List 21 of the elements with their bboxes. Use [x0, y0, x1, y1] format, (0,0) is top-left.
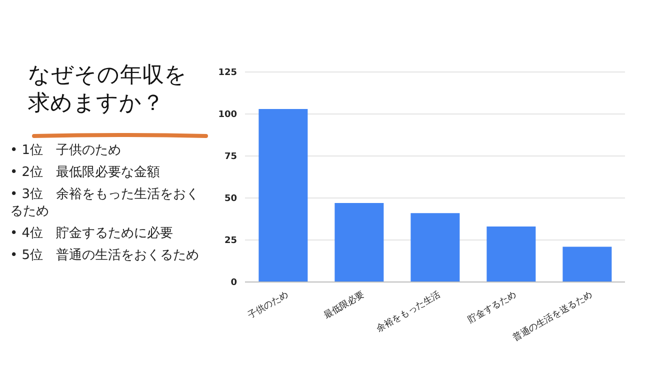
bar: [258, 108, 308, 282]
y-tick-label: 25: [224, 236, 237, 246]
x-tick-label: 貯金するため: [466, 289, 518, 326]
bar: [410, 213, 460, 282]
text: • 2位 最低限必要な金額: [10, 164, 162, 181]
x-tick-label: 余裕をもった生活: [374, 289, 442, 335]
y-tick-label: 75: [224, 152, 237, 162]
x-tick-label: 最低限必要: [322, 289, 366, 322]
bar: [562, 246, 612, 282]
text: • 1位 子供のため: [10, 142, 122, 159]
bar: [486, 226, 536, 282]
chart-title: なぜその年収を求めますか？: [28, 62, 188, 118]
x-tick-label: 子供のため: [246, 289, 290, 322]
y-tick-label: 100: [218, 110, 237, 120]
y-tick-label: 0: [230, 278, 237, 288]
text: • 3位 余裕をもった生活をおくるため: [10, 186, 200, 220]
text: • 5位 普通の生活をおくるため: [10, 247, 200, 264]
y-tick-label: 125: [218, 68, 237, 78]
text: • 4位 貯金するために必要: [10, 225, 174, 242]
y-tick-label: 50: [224, 194, 237, 204]
bar: [334, 203, 384, 282]
